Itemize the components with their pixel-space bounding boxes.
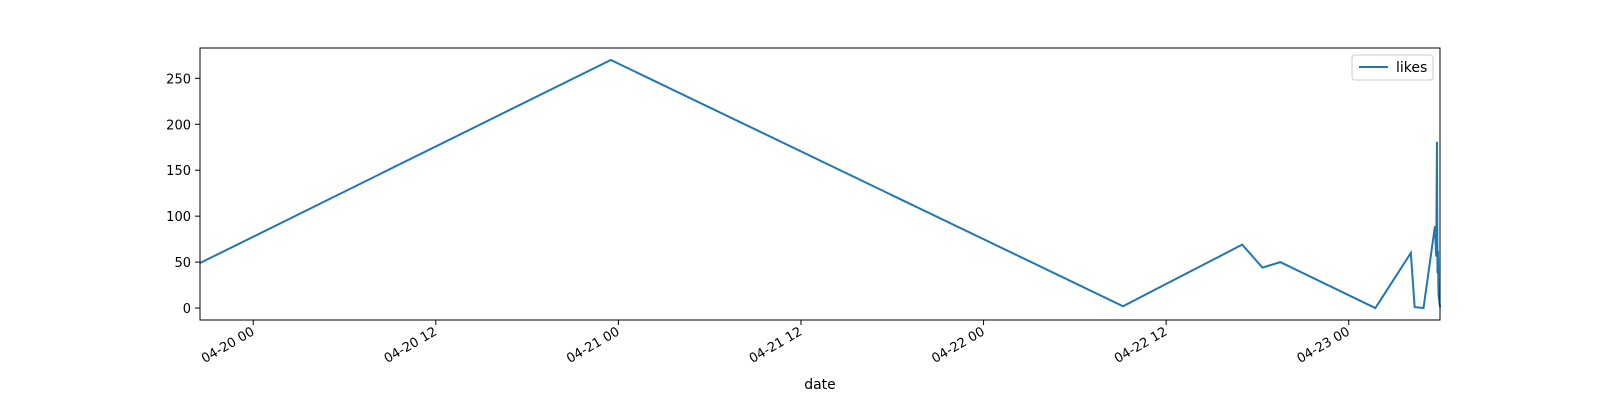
y-tick-label-250: 250 (166, 72, 191, 87)
axes-frame (199, 47, 1441, 321)
series-layer (199, 58, 1441, 310)
x-axis-title: date (804, 377, 836, 393)
legend-label-likes: likes (1396, 60, 1427, 76)
legend-frame (1351, 54, 1434, 81)
y-tick-label-0: 0 (183, 302, 191, 317)
y-tick-label-200: 200 (166, 118, 191, 133)
legend: likes (1351, 54, 1434, 81)
y-tick-label-50: 50 (174, 256, 191, 271)
y-tick-label-100: 100 (166, 210, 191, 225)
series-line-likes (199, 58, 1441, 310)
y-tick-label-150: 150 (166, 164, 191, 179)
y-axis: 0 50 100 150 200 250 (166, 72, 200, 317)
